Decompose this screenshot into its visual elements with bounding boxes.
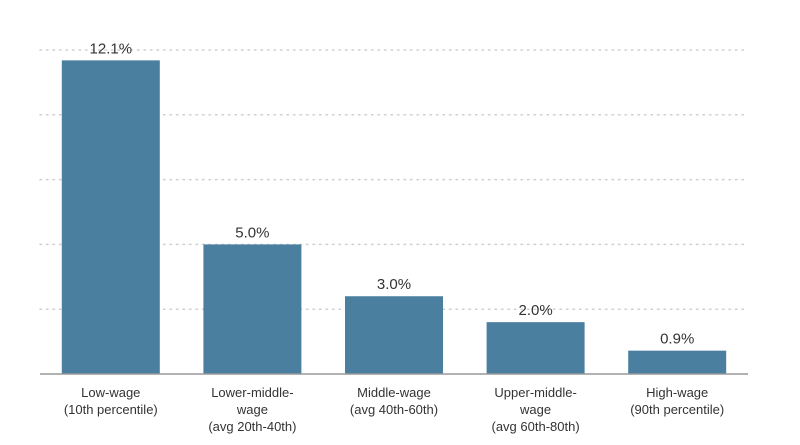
category-label-line: wage bbox=[519, 402, 551, 417]
category-label-line: Upper-middle- bbox=[494, 385, 576, 400]
category-label-line: (90th percentile) bbox=[630, 402, 724, 417]
bar bbox=[61, 60, 160, 374]
category-label: Low-wage (10th percentile) bbox=[64, 385, 158, 417]
bar bbox=[486, 322, 585, 374]
category-label: High-wage (90th percentile) bbox=[630, 385, 724, 417]
category-label-line: (avg 40th-60th) bbox=[350, 402, 438, 417]
data-label: 5.0% bbox=[235, 224, 269, 241]
category-label-line: Middle-wage bbox=[357, 385, 431, 400]
bar bbox=[203, 244, 302, 374]
category-label-line: (avg 20th-40th) bbox=[208, 419, 296, 434]
data-label: 0.9% bbox=[660, 331, 694, 348]
bar bbox=[345, 296, 443, 374]
category-label-line: (avg 60th-80th) bbox=[492, 419, 580, 434]
category-label-line: Low-wage bbox=[81, 385, 140, 400]
bar bbox=[628, 350, 727, 374]
data-label: 2.0% bbox=[518, 302, 552, 319]
category-label-line: (10th percentile) bbox=[64, 402, 158, 417]
category-label-line: Lower-middle- bbox=[211, 385, 293, 400]
value-labels: 12.1% 5.0% 3.0% 2.0% 0.9% bbox=[90, 40, 695, 347]
category-label: Middle-wage (avg 40th-60th) bbox=[350, 385, 438, 417]
data-label: 12.1% bbox=[90, 40, 133, 57]
category-label-line: High-wage bbox=[646, 385, 708, 400]
bars bbox=[61, 60, 727, 374]
category-label: Lower-middle-wage (avg 20th-40th) bbox=[208, 385, 296, 434]
category-label-line: wage bbox=[236, 402, 268, 417]
category-labels: Low-wage (10th percentile) Lower-middle-wa… bbox=[64, 385, 724, 434]
category-label: Upper-middle-wage (avg 60th-80th) bbox=[492, 385, 580, 434]
data-label: 3.0% bbox=[377, 276, 411, 293]
